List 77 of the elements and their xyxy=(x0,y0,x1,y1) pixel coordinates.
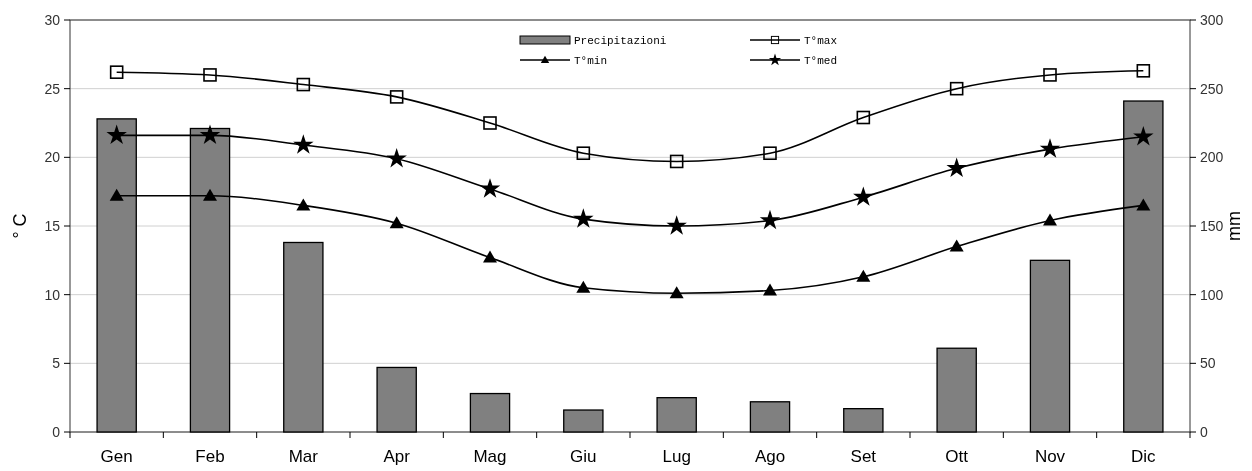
legend-label: T°min xyxy=(574,54,608,67)
y-tick-label: 30 xyxy=(44,11,61,28)
point xyxy=(666,215,687,235)
point xyxy=(1136,198,1151,211)
point xyxy=(483,250,497,263)
x-tick-label: Set xyxy=(850,447,877,466)
legend-label: T°max xyxy=(804,34,838,47)
y-tick-label: 25 xyxy=(44,80,61,97)
y-tick-label: 15 xyxy=(44,217,61,234)
x-tick-label: Mar xyxy=(288,447,319,466)
y2-tick-label: 250 xyxy=(1200,80,1224,97)
y-tick-label: 20 xyxy=(44,149,61,166)
bar xyxy=(1029,259,1071,433)
x-tick-label: Gen xyxy=(100,447,133,466)
point xyxy=(669,286,684,299)
bar xyxy=(376,366,417,433)
x-tick-label: Giu xyxy=(570,447,597,466)
y-tick-label: 5 xyxy=(52,355,61,372)
point xyxy=(109,188,124,201)
point xyxy=(763,283,777,296)
x-tick-label: Lug xyxy=(662,447,691,466)
point xyxy=(669,154,684,169)
x-tick-label: Feb xyxy=(195,447,225,466)
point xyxy=(389,216,404,229)
point xyxy=(203,188,217,201)
legend-label: T°med xyxy=(804,54,838,67)
legend-label: Precipitazioni xyxy=(574,34,667,47)
point xyxy=(483,116,497,130)
x-tick-label: Ago xyxy=(754,447,786,466)
point xyxy=(856,269,871,282)
point xyxy=(109,65,124,79)
y-tick-label: 10 xyxy=(44,286,61,303)
point xyxy=(1039,138,1061,158)
point xyxy=(573,208,594,228)
x-tick-label: Dic xyxy=(1131,447,1157,466)
y2-axis-title: mm xyxy=(1224,211,1244,241)
x-tick-label: Ott xyxy=(945,447,969,466)
point xyxy=(949,239,964,252)
point xyxy=(576,146,591,161)
point xyxy=(1043,68,1057,82)
y2-tick-label: 200 xyxy=(1200,149,1224,166)
x-tick-label: Mag xyxy=(473,447,507,466)
y2-tick-label: 300 xyxy=(1200,11,1224,28)
bar xyxy=(936,347,977,433)
point xyxy=(1043,213,1057,226)
point xyxy=(576,280,591,293)
y-tick-label: 0 xyxy=(52,423,61,440)
y2-tick-label: 50 xyxy=(1200,355,1216,372)
point xyxy=(763,146,777,161)
point xyxy=(203,68,217,82)
point xyxy=(293,134,314,154)
point xyxy=(296,198,311,211)
y-axis-title: ° C xyxy=(10,213,30,239)
y2-tick-label: 0 xyxy=(1200,423,1208,440)
bar xyxy=(843,408,884,433)
point xyxy=(386,147,407,168)
y2-tick-label: 150 xyxy=(1200,217,1224,234)
point xyxy=(759,209,781,230)
point xyxy=(479,178,501,198)
point xyxy=(296,77,311,92)
point xyxy=(106,124,127,145)
point xyxy=(856,110,871,125)
point xyxy=(199,124,221,145)
y2-tick-label: 100 xyxy=(1200,286,1224,303)
point xyxy=(946,157,967,178)
bar xyxy=(656,397,697,433)
point xyxy=(853,186,874,206)
point xyxy=(389,90,404,104)
x-tick-label: Apr xyxy=(383,447,411,466)
point xyxy=(949,81,964,96)
bar xyxy=(563,409,604,433)
x-tick-label: Nov xyxy=(1034,447,1066,466)
bar xyxy=(283,241,324,433)
bar xyxy=(749,401,791,433)
point xyxy=(1133,125,1154,146)
bar xyxy=(469,392,511,433)
point xyxy=(1136,64,1151,78)
